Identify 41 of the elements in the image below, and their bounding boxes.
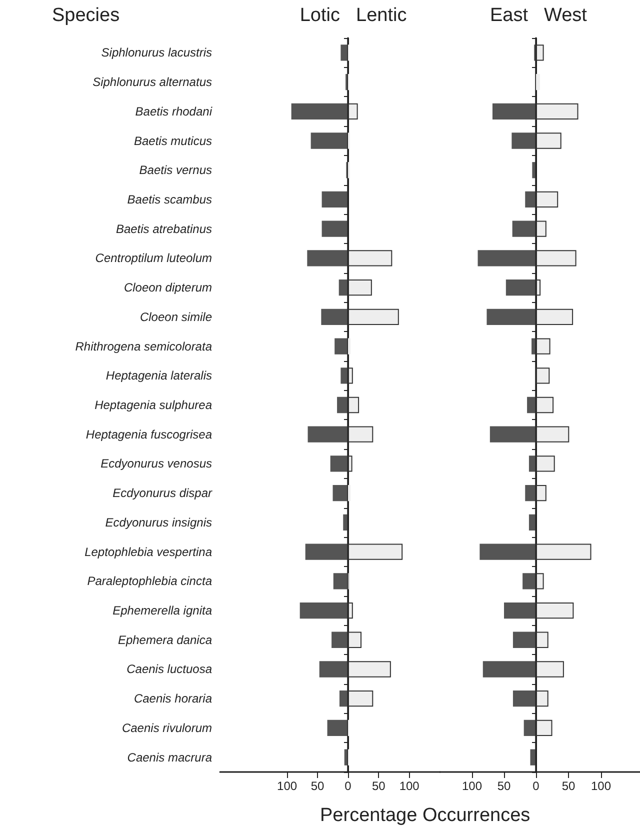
y-tick-label: Ecdyonurus insignis bbox=[105, 515, 212, 530]
y-tick-label: Paraleptophlebia cincta bbox=[87, 574, 212, 588]
y-tick-label: Baetis rhodani bbox=[135, 104, 212, 118]
y-tick-label: Leptophlebia vespertina bbox=[84, 544, 212, 559]
series-label: Lentic bbox=[356, 5, 407, 26]
x-tick-label: 50 bbox=[310, 779, 325, 793]
y-tick-label: Siphlonurus alternatus bbox=[92, 75, 212, 90]
y-tick-label: Cloeon dipterum bbox=[124, 280, 212, 295]
y-tick-label: Baetis scambus bbox=[127, 192, 212, 206]
y-tick-label: Caenis macrura bbox=[127, 750, 212, 764]
x-tick-label: 0 bbox=[344, 779, 352, 793]
series-label: East bbox=[490, 5, 529, 26]
x-tick-label: 50 bbox=[562, 779, 576, 793]
y-axis-title: Species bbox=[52, 5, 120, 26]
y-tick-label: Caenis rivulorum bbox=[122, 720, 212, 735]
y-tick-label: Caenis horaria bbox=[134, 692, 212, 706]
x-tick-label: 50 bbox=[497, 779, 511, 793]
y-tick-label: Heptagenia fuscogrisea bbox=[86, 427, 212, 442]
x-tick-label: 100 bbox=[462, 779, 482, 793]
x-axis-title: Percentage Occurrences bbox=[320, 805, 530, 826]
y-tick-label: Ephemera danica bbox=[118, 632, 212, 647]
y-tick-label: Ephemerella ignita bbox=[112, 604, 212, 618]
series-label: Lotic bbox=[300, 5, 340, 26]
x-tick-label: 0 bbox=[532, 779, 540, 793]
x-tick-label: 100 bbox=[277, 779, 298, 793]
y-tick-label: Rhithrogena semicolorata bbox=[75, 339, 212, 354]
x-tick-label: 50 bbox=[372, 779, 386, 793]
y-tick-label: Baetis muticus bbox=[134, 134, 212, 148]
x-tick-label: 100 bbox=[590, 779, 612, 793]
y-tick-label: Ecdyonurus dispar bbox=[112, 486, 213, 500]
y-tick-label: Ecdyonurus venosus bbox=[100, 456, 212, 471]
y-tick-label: Heptagenia lateralis bbox=[106, 368, 212, 383]
y-tick-label: Heptagenia sulphurea bbox=[94, 398, 212, 412]
y-tick-label: Centroptilum luteolum bbox=[95, 251, 212, 266]
y-tick-label: Cloeon simile bbox=[140, 310, 212, 324]
series-label: West bbox=[544, 5, 588, 26]
x-tick-label: 100 bbox=[399, 779, 420, 793]
y-tick-label: Caenis luctuosa bbox=[126, 662, 212, 676]
y-tick-label: Baetis vernus bbox=[139, 163, 212, 178]
y-tick-label: Siphlonurus lacustris bbox=[101, 46, 212, 60]
y-tick-label: Baetis atrebatinus bbox=[116, 222, 212, 236]
